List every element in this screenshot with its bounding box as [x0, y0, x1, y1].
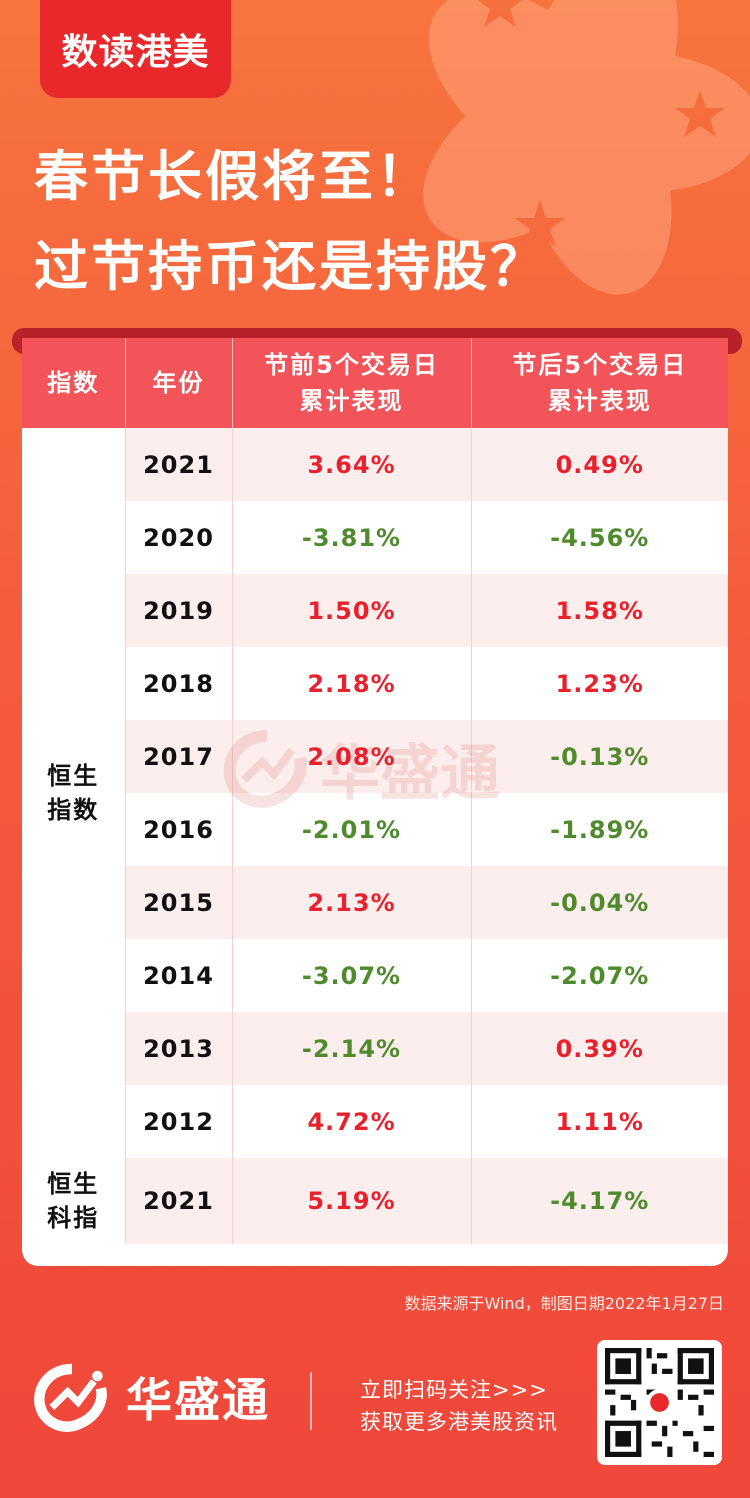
year-cell: 2021	[125, 428, 233, 501]
year-cell: 2012	[125, 1085, 233, 1158]
header-pre-line2: 累计表现	[299, 387, 404, 415]
table-row: 2016 -2.01% -1.89%	[22, 793, 728, 866]
pre-value-cell: 3.64%	[232, 428, 472, 501]
header-pre-line1: 节前5个交易日	[264, 351, 439, 379]
brand-name: 华盛通	[126, 1373, 270, 1427]
header-year: 年份	[125, 338, 233, 428]
post-value-cell: -0.13%	[471, 720, 728, 793]
post-value-cell: 1.11%	[471, 1085, 728, 1158]
pre-value-cell: -2.14%	[232, 1012, 472, 1085]
header-post-line2: 累计表现	[547, 387, 652, 415]
year-cell: 2021	[125, 1158, 233, 1244]
header-pre-holiday: 节前5个交易日 累计表现	[232, 338, 472, 428]
year-cell: 2015	[125, 866, 233, 939]
table-row: 2013 -2.14% 0.39%	[22, 1012, 728, 1085]
table-row: 恒生 科指 2021 5.19% -4.17%	[22, 1158, 728, 1244]
post-value-cell: -0.04%	[471, 866, 728, 939]
year-cell: 2016	[125, 793, 233, 866]
pre-value-cell: 2.08%	[232, 720, 472, 793]
header-index: 指数	[22, 338, 126, 428]
data-table-card: 指数 年份 节前5个交易日 累计表现 节后5个交易日 累计表现 恒生 指数 20…	[22, 338, 728, 1266]
post-value-cell: -1.89%	[471, 793, 728, 866]
pre-value-cell: -3.07%	[232, 939, 472, 1012]
table-row: 恒生 指数 2021 3.64% 0.49%	[22, 428, 728, 1158]
post-value-cell: -2.07%	[471, 939, 728, 1012]
headline-line2: 过节持币还是持股？	[34, 235, 547, 298]
table-row: 2015 2.13% -0.04%	[22, 866, 728, 939]
post-value-cell: 1.23%	[471, 647, 728, 720]
qr-code[interactable]	[597, 1340, 722, 1465]
year-cell: 2020	[125, 501, 233, 574]
table-row: 2017 2.08% -0.13%	[22, 720, 728, 793]
year-cell: 2019	[125, 574, 233, 647]
index-name-line2: 指数	[47, 796, 100, 824]
post-value-cell: 0.49%	[471, 428, 728, 501]
table-row: 2020 -3.81% -4.56%	[22, 501, 728, 574]
header-post-line1: 节后5个交易日	[512, 351, 688, 379]
index-name-line2: 科指	[47, 1204, 100, 1232]
table-row: 2019 1.50% 1.58%	[22, 574, 728, 647]
index-name-line1: 恒生	[47, 1170, 100, 1198]
pre-value-cell: 2.13%	[232, 866, 472, 939]
cta-scan: 立即扫码关注>>>	[360, 1378, 548, 1402]
index-name-line1: 恒生	[47, 762, 100, 790]
huashengtong-logo-icon	[34, 1363, 107, 1432]
pre-value-cell: 5.19%	[232, 1158, 472, 1244]
year-cell: 2018	[125, 647, 233, 720]
pre-value-cell: -3.81%	[232, 501, 472, 574]
header-post-holiday: 节后5个交易日 累计表现	[471, 338, 728, 428]
footer-divider	[310, 1372, 312, 1430]
bauhinia-flower-decoration	[423, 0, 750, 295]
data-source-note: 数据来源于Wind，制图日期2022年1月27日	[404, 1294, 724, 1313]
year-cell: 2014	[125, 939, 233, 1012]
table-row: 2012 4.72% 1.11%	[22, 1085, 728, 1158]
index-name-hsi: 恒生 指数	[22, 428, 126, 1158]
pre-value-cell: -2.01%	[232, 793, 472, 866]
post-value-cell: 1.58%	[471, 574, 728, 647]
post-value-cell: 0.39%	[471, 1012, 728, 1085]
year-cell: 2013	[125, 1012, 233, 1085]
headline-line1: 春节长假将至！	[34, 145, 433, 208]
table-row: 2014 -3.07% -2.07%	[22, 939, 728, 1012]
badge-title: 数读港美	[40, 0, 231, 98]
performance-table: 指数 年份 节前5个交易日 累计表现 节后5个交易日 累计表现 恒生 指数 20…	[22, 338, 728, 1244]
post-value-cell: -4.17%	[471, 1158, 728, 1244]
footer-brand: 华盛通	[30, 1362, 270, 1432]
pre-value-cell: 1.50%	[232, 574, 472, 647]
table-row: 2018 2.18% 1.23%	[22, 647, 728, 720]
pre-value-cell: 4.72%	[232, 1085, 472, 1158]
post-value-cell: -4.56%	[471, 501, 728, 574]
qr-code-icon	[605, 1348, 714, 1457]
cta-more-info: 获取更多港美股资讯	[360, 1410, 558, 1434]
year-cell: 2017	[125, 720, 233, 793]
pre-value-cell: 2.18%	[232, 647, 472, 720]
index-name-hstech: 恒生 科指	[22, 1158, 126, 1244]
